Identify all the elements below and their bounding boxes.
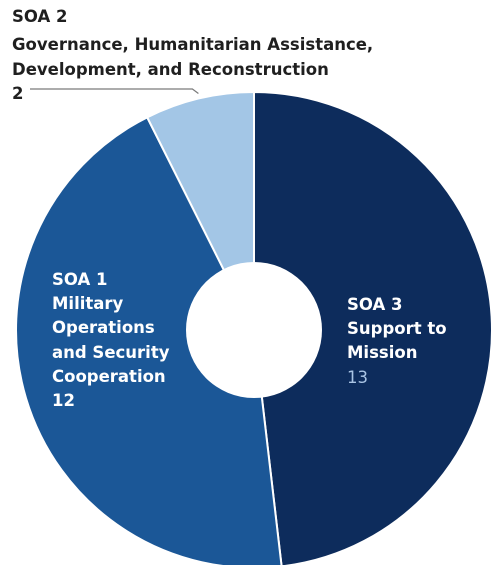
slices-group	[15, 90, 492, 565]
soa2-code: SOA 2	[12, 7, 67, 26]
soa2-value: 2	[12, 84, 23, 103]
soa1-name-line-1: Military	[52, 294, 124, 313]
donut-hole	[186, 262, 322, 398]
soa1-name-line-2: Operations	[52, 318, 155, 337]
soa1-slice	[15, 115, 283, 565]
soa3-label: SOA 3 Support to Mission 13	[347, 295, 452, 387]
soa1-label: SOA 1 Military Operations and Security C…	[52, 270, 175, 410]
soa2-leader-line	[30, 88, 199, 94]
soa3-name-line-2: Mission	[347, 343, 417, 362]
soa2-name-line-1: Governance, Humanitarian Assistance,	[12, 35, 373, 54]
soa2-name-line-2: Development, and Reconstruction	[12, 60, 329, 79]
soa3-name-line-1: Support to	[347, 319, 447, 338]
soa2-label: SOA 2 Governance, Humanitarian Assistanc…	[12, 7, 379, 103]
soa1-value: 12	[52, 391, 75, 410]
soa1-code: SOA 1	[52, 270, 107, 289]
soa3-code: SOA 3	[347, 295, 402, 314]
soa1-name-line-3: and Security	[52, 343, 170, 362]
soa1-name-line-4: Cooperation	[52, 367, 166, 386]
soa3-value: 13	[347, 368, 368, 387]
